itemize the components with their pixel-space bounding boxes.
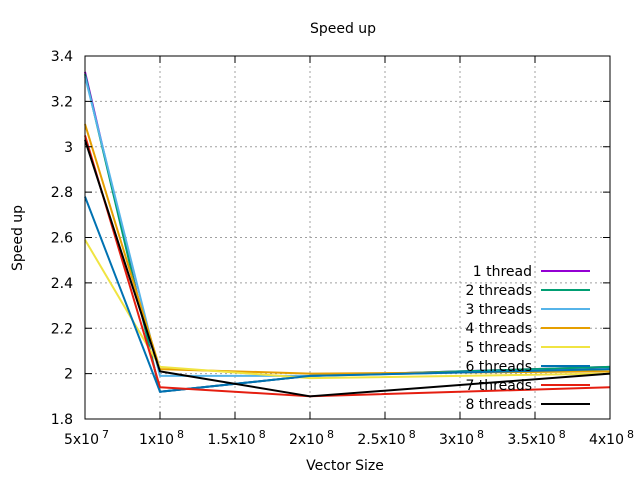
legend-label: 6 threads [465,359,532,375]
x-tick-mantissa: 3x10 [439,432,474,448]
y-tick-label: 2.2 [51,321,73,337]
x-tick-mantissa: 3.5x10 [507,432,555,448]
x-tick-exponent: 8 [327,428,334,441]
x-tick-mantissa: 2.5x10 [357,432,405,448]
x-tick-exponent: 8 [259,428,266,441]
x-tick-exponent: 8 [409,428,416,441]
x-tick-label: 1x10 8 [139,428,184,448]
grid [85,56,610,419]
y-tick-label: 2.4 [51,276,73,292]
x-tick-label: 5x10 7 [64,428,109,448]
x-tick-exponent: 8 [627,428,634,441]
x-tick-exponent: 8 [559,428,566,441]
legend-label: 7 threads [465,378,532,394]
x-tick-mantissa: 1x10 [139,432,174,448]
x-tick-label: 2x10 8 [289,428,334,448]
x-tick-mantissa: 1.5x10 [207,432,255,448]
y-tick-label: 2.8 [51,185,73,201]
x-tick-mantissa: 2x10 [289,432,324,448]
x-tick-label: 4x10 8 [589,428,634,448]
x-tick-exponent: 7 [102,428,109,441]
x-tick-label: 3.5x10 8 [507,428,565,448]
y-tick-labels: 1.8 2 2.2 2.4 2.6 2.8 3 3.2 3.4 [51,49,73,428]
y-axis-title: Speed up [10,205,26,271]
legend-label: 4 threads [465,321,532,337]
y-tick-label: 3 [64,140,73,156]
legend-label: 3 threads [465,302,532,318]
series-line-5 [84,239,611,380]
legend-label: 1 thread [473,264,532,280]
legend-label: 8 threads [465,397,532,413]
x-axis-title: Vector Size [306,458,384,474]
x-tick-label: 2.5x10 8 [357,428,415,448]
legend-label: 5 threads [465,340,532,356]
legend: 1 thread 2 threads 3 threads 4 threads 5 thr… [465,264,590,413]
chart-title: Speed up [310,21,376,37]
x-tick-mantissa: 5x10 [64,432,99,448]
x-tick-mantissa: 4x10 [589,432,624,448]
series-line-8 [84,139,611,398]
legend-label: 2 threads [465,283,532,299]
x-tick-label: 3x10 8 [439,428,484,448]
y-tick-label: 3.2 [51,94,73,110]
x-tick-exponent: 8 [477,428,484,441]
series-lines [84,71,611,398]
y-tick-label: 2 [64,367,73,383]
x-tick-exponent: 8 [177,428,184,441]
x-tick-label: 1.5x10 8 [207,428,265,448]
axis-ticks [84,55,611,420]
x-tick-labels: 5x10 7 1x10 8 1.5x10 8 2x10 8 2.5x10 8 3x10 8 3.5x10… [64,428,634,448]
series-line-7 [84,135,611,398]
y-tick-label: 3.4 [51,49,73,65]
y-tick-label: 1.8 [51,412,73,428]
y-tick-label: 2.6 [51,231,73,247]
